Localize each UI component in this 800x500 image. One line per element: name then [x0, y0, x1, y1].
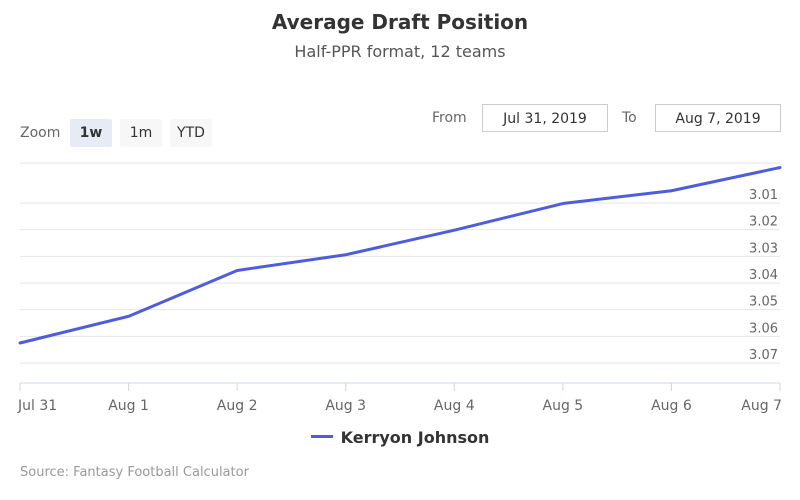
range-from-label: From: [432, 110, 467, 126]
zoom-label: Zoom: [20, 125, 61, 141]
series-line-kerryon-johnson: [18, 166, 782, 345]
x-tick-label: Aug 1: [108, 398, 149, 414]
legend-swatch: [310, 435, 333, 438]
zoom-1w-button[interactable]: 1w: [70, 119, 112, 147]
x-tick-label: Aug 3: [325, 398, 366, 414]
y-tick-label: 3.06: [749, 321, 778, 336]
chart-credits: Source: Fantasy Football Calculator: [20, 465, 249, 480]
x-tick-label: Aug 6: [651, 398, 692, 414]
zoom-1m-button[interactable]: 1m: [120, 119, 162, 147]
x-tick-label: Jul 31: [17, 398, 57, 414]
legend[interactable]: Kerryon Johnson: [0, 428, 800, 447]
y-tick-label: 3.02: [749, 215, 778, 230]
y-tick-label: 3.03: [749, 241, 778, 256]
x-tick-label: Aug 4: [434, 398, 475, 414]
zoom-ytd-button[interactable]: YTD: [170, 119, 212, 147]
range-from-input[interactable]: Jul 31, 2019: [482, 104, 608, 132]
chart-subtitle: Half-PPR format, 12 teams: [294, 42, 506, 61]
y-tick-label: 3.04: [749, 268, 778, 283]
x-tick-label: Aug 2: [217, 398, 258, 414]
legend-label-kerryon-johnson: Kerryon Johnson: [340, 428, 490, 447]
x-tick-label: Aug 7: [741, 398, 782, 414]
y-tick-label: 3.01: [749, 188, 778, 203]
range-to-input[interactable]: Aug 7, 2019: [655, 104, 781, 132]
x-tick-label: Aug 5: [543, 398, 584, 414]
y-tick-label: 3.07: [749, 348, 778, 363]
chart-title: Average Draft Position: [271, 10, 529, 34]
range-to-label: To: [622, 110, 637, 126]
y-tick-label: 3.05: [749, 295, 778, 310]
